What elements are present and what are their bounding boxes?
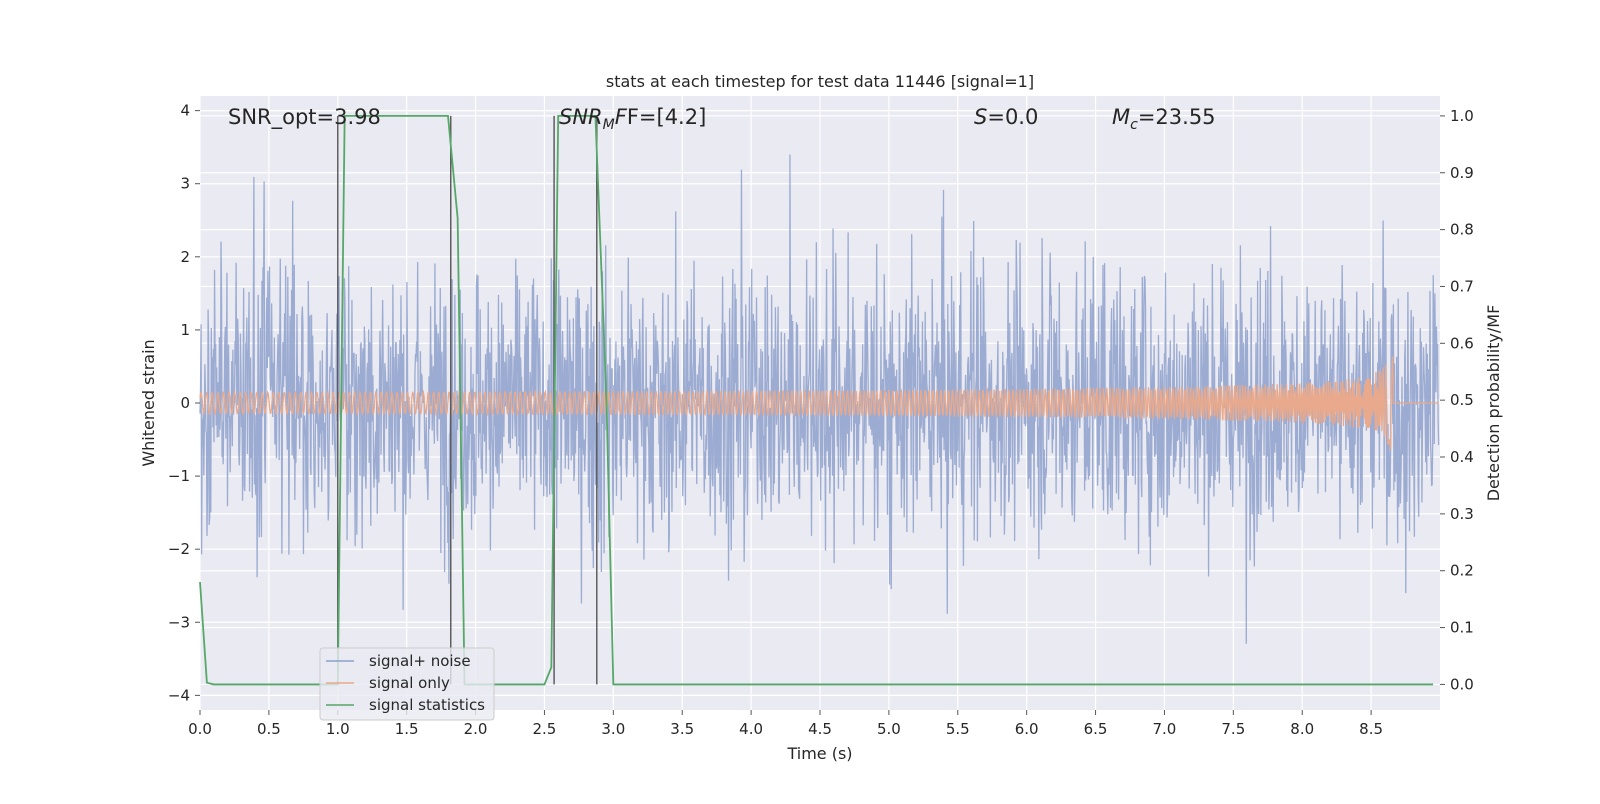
y-left-tick-label: −3	[168, 613, 190, 631]
x-tick-label: 7.0	[1153, 720, 1177, 738]
y-right-tick-label: 1.0	[1450, 107, 1474, 125]
y-left-tick-label: 2	[180, 248, 190, 266]
y-right-tick-label: 0.0	[1450, 675, 1474, 693]
s-letter: S	[974, 105, 987, 129]
x-tick-label: 3.0	[601, 720, 625, 738]
y-left-tick-label: −4	[168, 686, 190, 704]
snr-opt-annotation: SNR_opt=3.98	[228, 105, 381, 130]
mc-annotation: Mc=23.55	[1112, 105, 1216, 133]
x-tick-label: 1.5	[395, 720, 419, 738]
x-tick-label: 8.0	[1290, 720, 1314, 738]
y-axis-label-left: Whitened strain	[139, 339, 158, 466]
mc-value: =23.55	[1138, 105, 1216, 129]
chart-title: stats at each timestep for test data 114…	[606, 72, 1034, 91]
y-left-tick-label: 3	[180, 175, 190, 193]
x-axis-label: Time (s)	[786, 744, 852, 763]
y-right-tick-label: 0.1	[1450, 619, 1474, 637]
y-right-tick-label: 0.4	[1450, 448, 1474, 466]
mc-base: M	[1112, 105, 1130, 129]
y-right-tick-label: 0.9	[1450, 164, 1474, 182]
y-right-tick-label: 0.3	[1450, 505, 1474, 523]
signal-statistics-line	[199, 115, 1434, 686]
y-left-tick-label: 1	[180, 321, 190, 339]
s-annotation: S=0.0	[974, 105, 1038, 129]
y-right-tick-label: 0.5	[1450, 391, 1474, 409]
snr-mf-sub: M	[603, 117, 615, 133]
mc-sub: c	[1130, 117, 1138, 133]
x-tick-label: 4.5	[808, 720, 832, 738]
snr-mf-annotation: SNRMFF=[4.2]	[559, 105, 706, 133]
s-value: =0.0	[987, 105, 1038, 129]
x-tick-label: 7.5	[1221, 720, 1245, 738]
axis-ticks: 0.0 0.5 1.0 1.5 2.0 2.5 3.0 3.5 4.0 4.5 5.0 5.5 6.0 6…	[168, 102, 1474, 738]
x-tick-label: 2.5	[533, 720, 557, 738]
signal-noise-series	[199, 154, 1440, 644]
y-right-tick-label: 0.7	[1450, 277, 1474, 295]
y-left-tick-label: 0	[180, 394, 190, 412]
y-right-tick-label: 0.2	[1450, 562, 1474, 580]
y-left-tick-label: 4	[180, 102, 190, 120]
y-left-tick-label: −1	[168, 467, 190, 485]
snr-mf-base: SNR	[559, 105, 603, 129]
x-tick-label: 0.0	[188, 720, 212, 738]
legend-label-statistics: signal statistics	[369, 696, 485, 714]
legend: signal+ noise signal only signal statist…	[319, 647, 495, 721]
legend-box	[319, 647, 495, 721]
y-axis-label-right: Detection probability/MF	[1484, 305, 1503, 502]
signal-only-series	[199, 356, 1439, 450]
x-tick-label: 6.0	[1015, 720, 1039, 738]
x-tick-label: 8.5	[1359, 720, 1383, 738]
x-tick-label: 0.5	[257, 720, 281, 738]
legend-label-signal: signal only	[369, 674, 450, 692]
snr-mf-rest: F=[4.2]	[627, 105, 706, 129]
x-tick-label: 6.5	[1084, 720, 1108, 738]
y-left-tick-label: −2	[168, 540, 190, 558]
x-tick-label: 5.5	[946, 720, 970, 738]
signal-statistics-series	[199, 115, 1434, 686]
x-tick-label: 5.0	[877, 720, 901, 738]
signal-only-line	[199, 356, 1439, 450]
y-right-tick-label: 0.8	[1450, 221, 1474, 239]
x-tick-label: 1.0	[326, 720, 350, 738]
y-right-tick-label: 0.6	[1450, 334, 1474, 352]
legend-label-noise: signal+ noise	[369, 652, 471, 670]
signal-noise-line	[199, 154, 1440, 644]
x-tick-label: 2.0	[464, 720, 488, 738]
x-tick-label: 3.5	[670, 720, 694, 738]
snr-mf-rest-italic: F	[615, 105, 628, 129]
x-tick-label: 4.0	[739, 720, 763, 738]
